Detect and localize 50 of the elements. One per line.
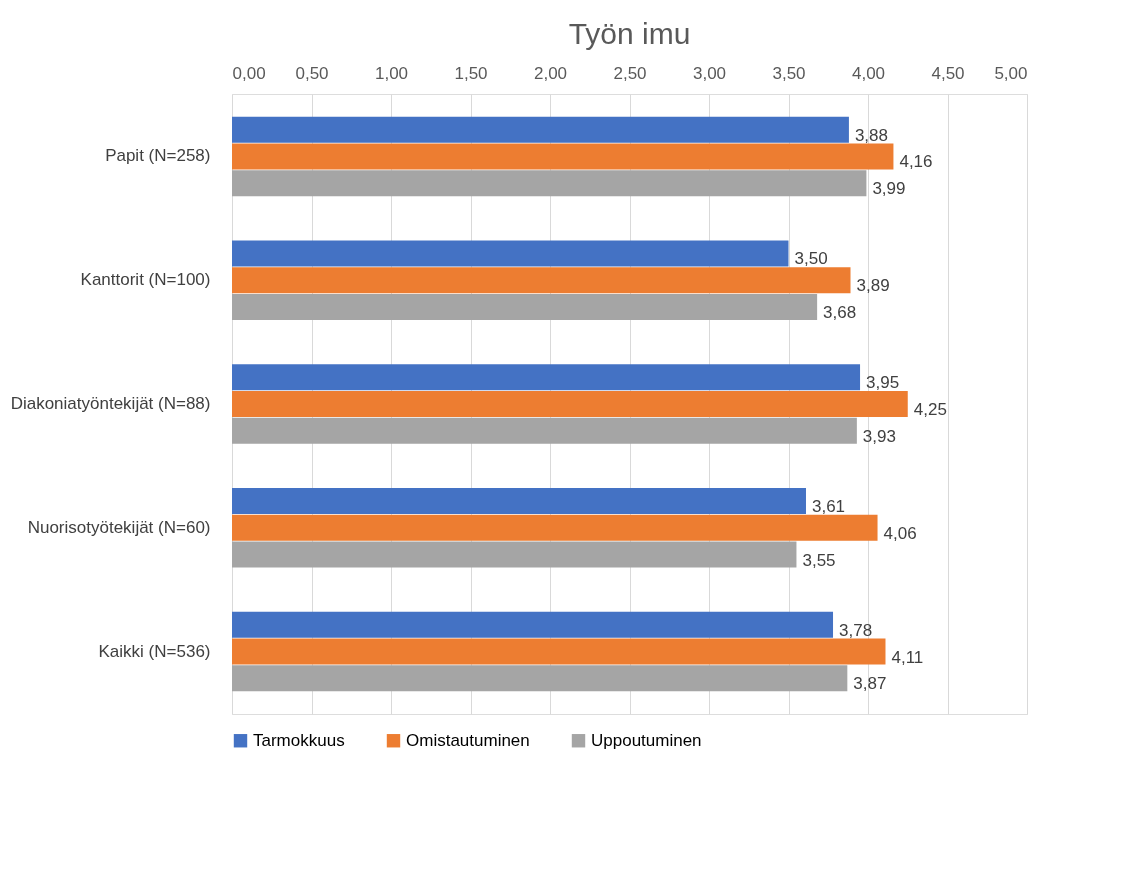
y-tick-label: Kanttorit (N=100)	[80, 270, 211, 290]
x-tick-label: 3,00	[692, 63, 727, 83]
bar	[232, 267, 851, 294]
data-label: 3,61	[811, 496, 846, 516]
data-label: 4,06	[883, 523, 917, 543]
data-label: 3,78	[839, 620, 873, 640]
data-label: 3,50	[794, 249, 828, 269]
legend-label: Omistautuminen	[406, 730, 530, 750]
x-tick-label: 0,50	[295, 63, 329, 83]
bar	[232, 487, 806, 514]
x-tick-label: 2,00	[533, 63, 568, 83]
data-label: 3,55	[802, 550, 836, 570]
y-tick-label: Diakoniatyöntekijät (N=88)	[10, 394, 211, 413]
x-tick-label: 4,00	[851, 63, 886, 83]
x-tick-label: 1,50	[454, 63, 488, 83]
bar	[232, 143, 894, 170]
bar	[232, 116, 849, 143]
data-label: 3,89	[856, 276, 890, 296]
data-label: 3,95	[866, 373, 900, 393]
x-tick-label: 0,00	[232, 63, 266, 83]
bar	[232, 240, 789, 267]
y-tick-label: Papit (N=258)	[105, 146, 211, 166]
data-label: 3,68	[823, 303, 857, 323]
bar	[232, 170, 867, 197]
chart-title: Työn imu	[568, 17, 691, 50]
y-tick-label: Kaikki (N=536)	[98, 641, 211, 661]
data-label: 4,25	[913, 400, 947, 419]
data-label: 3,87	[853, 674, 887, 694]
bar	[232, 638, 886, 665]
data-label: 3,93	[862, 426, 896, 446]
bar	[232, 611, 834, 638]
bar	[232, 417, 857, 444]
x-tick-label: 5,00	[994, 63, 1028, 83]
y-tick-label: Nuorisotyötekijät (N=60)	[27, 517, 211, 537]
bar	[232, 294, 818, 321]
data-label: 4,11	[891, 647, 924, 667]
x-tick-label: 3,50	[772, 63, 806, 83]
bar	[232, 541, 797, 568]
x-tick-label: 2,50	[613, 63, 647, 83]
bar	[232, 364, 861, 391]
data-label: 3,88	[854, 125, 889, 145]
data-label: 3,99	[872, 179, 906, 199]
data-label: 4,16	[899, 152, 933, 172]
bar	[232, 665, 848, 692]
bar	[232, 391, 908, 417]
bar	[232, 514, 878, 541]
x-tick-label: 4,50	[931, 63, 965, 83]
x-tick-label: 1,00	[374, 63, 409, 83]
legend-label: Uppoutuminen	[591, 730, 702, 750]
legend-label: Tarmokkuus	[253, 730, 345, 750]
